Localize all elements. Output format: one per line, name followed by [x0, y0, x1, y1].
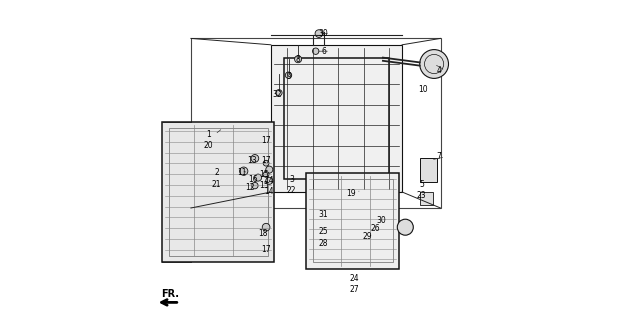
Text: 30: 30	[376, 216, 386, 225]
Circle shape	[262, 223, 270, 231]
Polygon shape	[271, 45, 402, 192]
Text: 20: 20	[204, 141, 213, 150]
Text: 8: 8	[296, 55, 301, 64]
Text: 22: 22	[287, 186, 296, 195]
Text: 32: 32	[272, 90, 282, 99]
Circle shape	[263, 172, 269, 177]
Text: 1: 1	[206, 130, 211, 139]
Text: FR.: FR.	[161, 289, 179, 299]
Circle shape	[266, 166, 273, 173]
Text: 12: 12	[246, 183, 255, 192]
Bar	[420, 158, 437, 182]
Text: 25: 25	[319, 228, 329, 236]
Bar	[420, 192, 432, 205]
Text: 3: 3	[289, 175, 294, 184]
Polygon shape	[306, 173, 399, 269]
Text: 24: 24	[349, 274, 359, 283]
Text: 27: 27	[349, 285, 359, 294]
Text: 4: 4	[436, 66, 441, 75]
Circle shape	[398, 219, 413, 235]
Circle shape	[276, 90, 282, 96]
Text: 31: 31	[319, 210, 329, 219]
Text: 17: 17	[261, 156, 271, 164]
Text: 23: 23	[416, 191, 426, 200]
Circle shape	[254, 174, 262, 181]
Circle shape	[420, 50, 449, 78]
Text: 21: 21	[212, 180, 221, 188]
Text: 14: 14	[264, 188, 274, 196]
Circle shape	[312, 48, 319, 54]
Text: 14: 14	[264, 176, 274, 185]
Text: 7: 7	[436, 152, 441, 161]
Text: 13: 13	[247, 156, 256, 164]
Text: 17: 17	[261, 136, 271, 145]
Text: 30: 30	[319, 29, 329, 38]
Text: 2: 2	[214, 168, 219, 177]
Text: 15: 15	[260, 170, 269, 179]
Circle shape	[239, 167, 248, 175]
Text: 15: 15	[260, 181, 269, 190]
Text: 9: 9	[286, 72, 291, 81]
Circle shape	[266, 177, 273, 184]
Text: 28: 28	[319, 239, 329, 248]
Text: 18: 18	[258, 229, 268, 238]
Text: 11: 11	[238, 168, 247, 177]
Text: 17: 17	[261, 245, 271, 254]
Circle shape	[315, 30, 322, 37]
Circle shape	[263, 160, 269, 166]
Polygon shape	[162, 122, 274, 262]
Text: 16: 16	[249, 175, 258, 184]
Text: 10: 10	[418, 85, 428, 94]
Circle shape	[251, 155, 259, 162]
Text: 19: 19	[346, 189, 356, 198]
Text: 6: 6	[321, 47, 326, 56]
Circle shape	[285, 72, 292, 78]
Text: 5: 5	[419, 180, 424, 188]
Text: 26: 26	[370, 224, 380, 233]
Circle shape	[252, 182, 258, 189]
Text: 29: 29	[362, 232, 372, 241]
Circle shape	[294, 56, 302, 63]
